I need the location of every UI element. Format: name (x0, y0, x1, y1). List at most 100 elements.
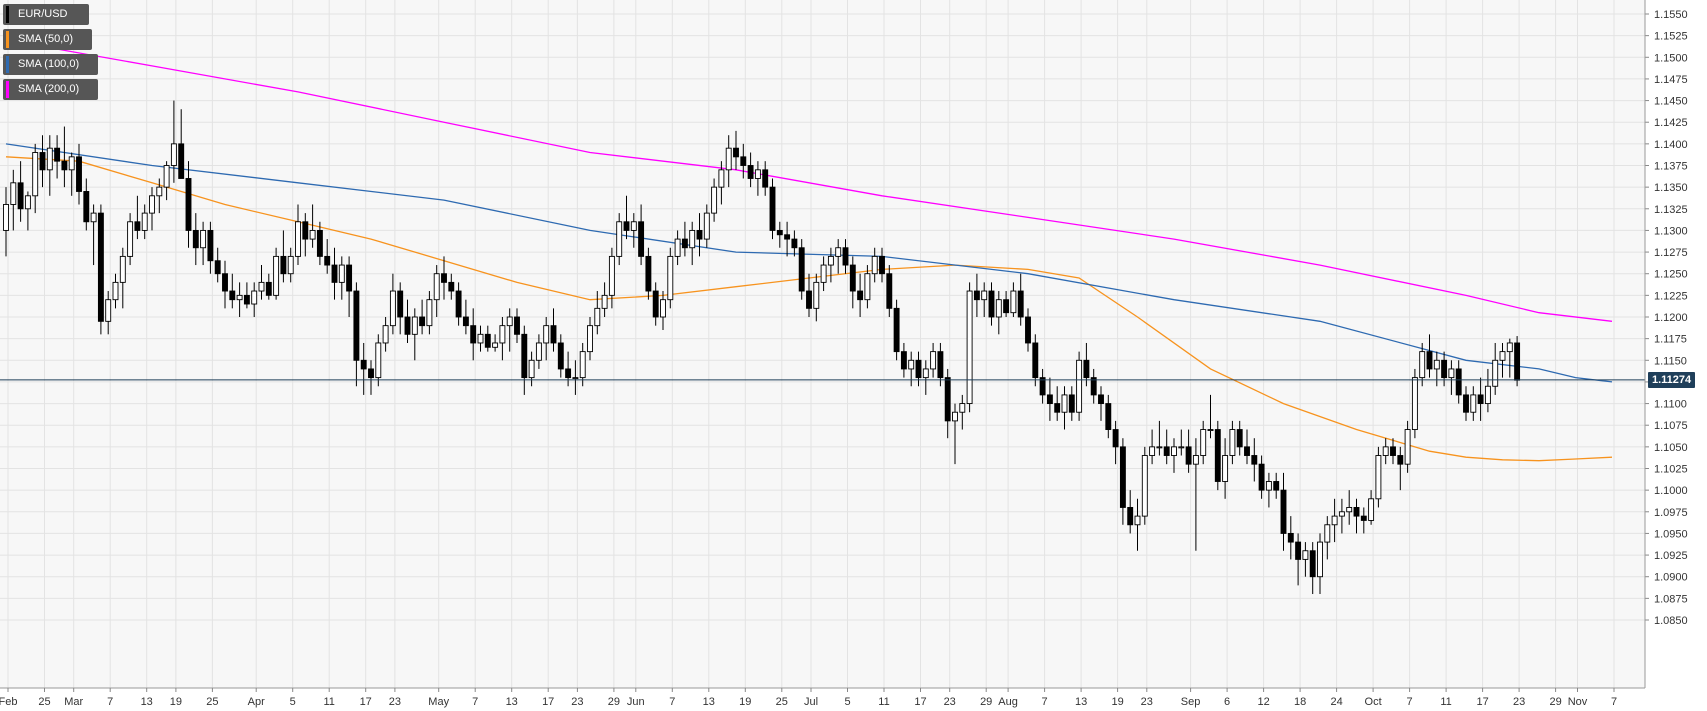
y-tick-label: 1.0850 (1654, 615, 1688, 627)
candle-body (638, 221, 645, 257)
candle-body (1258, 463, 1265, 491)
x-tick-label: Sep (1181, 696, 1201, 708)
candle (1185, 429, 1192, 473)
candle (112, 273, 119, 309)
legend-sma-100[interactable]: SMA (100,0) (3, 54, 98, 75)
y-tick-label: 1.1300 (1654, 225, 1688, 237)
candle-body (127, 221, 134, 257)
candle (1214, 420, 1221, 491)
candle (134, 195, 141, 240)
candle-body (820, 264, 827, 283)
candle (156, 178, 163, 214)
candle-body (1171, 446, 1177, 456)
y-tick-label: 1.1175 (1654, 334, 1687, 346)
candle-body (1214, 429, 1221, 482)
y-tick-label: 1.1150 (1654, 355, 1687, 367)
candle-body (528, 359, 535, 379)
candle-body (572, 377, 579, 380)
candle (68, 152, 75, 196)
x-tick-label: Aug (998, 696, 1018, 708)
candle (521, 325, 528, 395)
candle-body (733, 147, 739, 158)
candle (448, 273, 455, 300)
candle (733, 130, 739, 170)
candle (740, 143, 747, 179)
x-tick-label: Mar (64, 696, 83, 708)
candle (908, 351, 915, 387)
plot-background (0, 0, 1645, 688)
candle-body (1448, 368, 1455, 379)
candle-body (550, 325, 557, 344)
candle-body (1484, 385, 1491, 405)
x-tick-label: 19 (739, 696, 751, 708)
candle-body (681, 238, 688, 249)
candle-body (988, 290, 995, 318)
legend-eurusd[interactable]: EUR/USD (3, 4, 89, 25)
candle-body (302, 221, 309, 240)
candle-body (1514, 342, 1521, 381)
candle (988, 282, 995, 326)
candle (711, 178, 718, 222)
candle-body (163, 165, 170, 188)
legend-sma-200[interactable]: SMA (200,0) (3, 79, 98, 100)
candle-body (499, 325, 506, 344)
candle-body (1251, 455, 1258, 465)
candle-body (871, 255, 878, 275)
candle-body (879, 255, 885, 275)
candle-body (1178, 446, 1185, 449)
candle-body (1076, 359, 1083, 413)
candle-body (17, 182, 24, 210)
candle (806, 273, 812, 317)
candle (703, 204, 710, 248)
x-tick-label: 18 (1294, 696, 1306, 708)
candle (1455, 360, 1462, 404)
candle-body (346, 264, 353, 292)
candle-body (251, 290, 258, 305)
grid (0, 0, 1645, 688)
candle-body (324, 255, 331, 266)
candle-body (470, 325, 477, 344)
x-tick-label: 7 (1042, 696, 1048, 708)
legend-swatch (6, 81, 9, 98)
candle-body (1090, 377, 1097, 396)
legend-sma-50[interactable]: SMA (50,0) (3, 29, 92, 50)
candle-body (587, 325, 593, 353)
candle (871, 247, 878, 283)
candle-body (1068, 394, 1075, 413)
candle-body (849, 264, 856, 292)
candle (1302, 542, 1309, 577)
candle-body (1477, 394, 1484, 405)
y-tick-label: 1.1400 (1654, 139, 1688, 151)
candle-body (258, 281, 265, 292)
candle-body (112, 281, 119, 301)
candle (76, 143, 82, 205)
candle (1112, 420, 1119, 465)
candle-body (966, 290, 973, 405)
candles (3, 100, 1521, 595)
candle (864, 265, 871, 309)
candle-body (806, 290, 812, 309)
x-tick-label: 5 (844, 696, 850, 708)
candle-body (543, 325, 550, 344)
candle-body (1397, 455, 1404, 465)
x-tick-label: 11 (1440, 696, 1451, 708)
candle-body (1105, 403, 1112, 430)
candle (360, 342, 367, 395)
candle (338, 256, 345, 300)
x-tick-label: 7 (107, 696, 113, 708)
candle-body (1156, 446, 1163, 449)
x-tick-label: Nov (1568, 696, 1588, 708)
candle (630, 213, 637, 248)
candle (1083, 342, 1090, 387)
candle-body (441, 273, 447, 283)
candle (1200, 420, 1207, 465)
candle (1382, 438, 1389, 465)
candle (492, 334, 499, 352)
candle (1309, 542, 1316, 595)
candle (696, 213, 703, 257)
candle (1061, 386, 1068, 430)
x-tick-label: Jun (627, 696, 645, 708)
candle-body (886, 273, 893, 309)
x-tick-label: 7 (1611, 696, 1617, 708)
candle (229, 273, 236, 309)
